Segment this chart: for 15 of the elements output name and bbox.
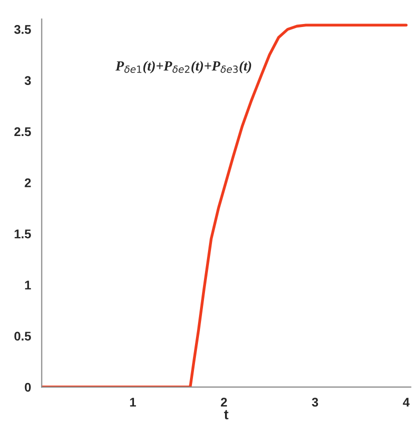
y-tick-label: 2.5 bbox=[14, 127, 31, 136]
y-tick-label: 1 bbox=[25, 280, 31, 290]
x-axis-title: t bbox=[224, 410, 228, 420]
x-tick-label: 3 bbox=[312, 398, 318, 407]
line-series bbox=[42, 24, 408, 388]
y-tick-label: 0.5 bbox=[14, 332, 31, 341]
x-tick-label: 4 bbox=[402, 398, 410, 407]
y-tick-label: 0 bbox=[24, 382, 31, 392]
y-tick-label: 1.5 bbox=[14, 230, 31, 238]
y-tick-label: 3.5 bbox=[14, 25, 31, 34]
x-tick-label: 1 bbox=[130, 398, 136, 407]
y-tick-label: 3 bbox=[24, 76, 31, 86]
y-tick-label: 2 bbox=[24, 178, 31, 188]
annotation: P$_{δe1}$(t)+P$_{δe2}$(t)+P$_{δe3}$(t) bbox=[116, 60, 252, 74]
x-tick-label: 2 bbox=[220, 398, 227, 407]
